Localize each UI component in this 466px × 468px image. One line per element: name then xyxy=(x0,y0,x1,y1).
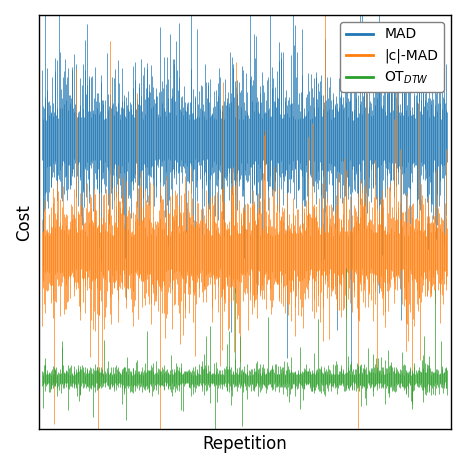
X-axis label: Repetition: Repetition xyxy=(202,435,287,453)
Legend: MAD, |c|-MAD, OT$_{DTW}$: MAD, |c|-MAD, OT$_{DTW}$ xyxy=(340,22,444,92)
Y-axis label: Cost: Cost xyxy=(15,204,33,241)
